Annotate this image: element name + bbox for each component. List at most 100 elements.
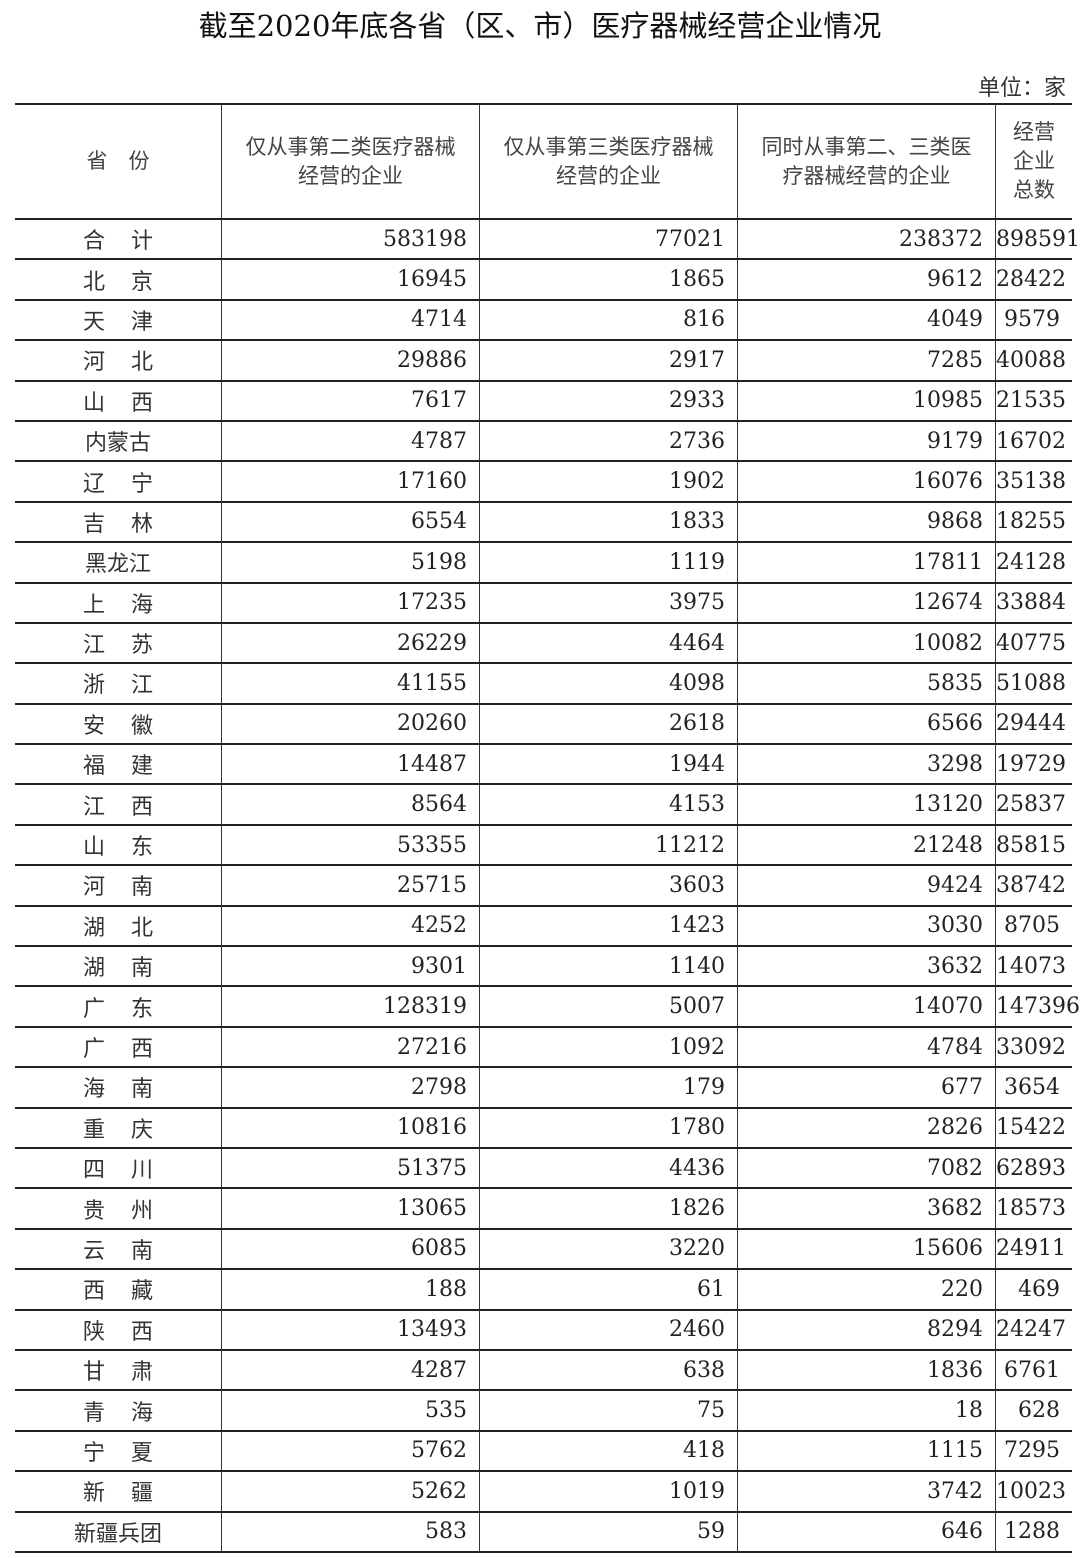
class2-only-cell: 13065 <box>221 1188 480 1229</box>
class3-only-cell: 1944 <box>479 744 738 785</box>
class3-only-cell: 4153 <box>479 784 738 825</box>
class2-only-cell: 26229 <box>221 622 480 664</box>
table-row: 内蒙古 4787 2736 9179 16702 <box>15 420 1072 462</box>
class2-only-cell: 20260 <box>221 703 480 745</box>
table-row: 西藏 188 61 220 469 <box>15 1269 1072 1310</box>
province-cell: 新疆 <box>15 1471 222 1512</box>
class2-and-3-cell: 220 <box>737 1269 996 1310</box>
province-cell: 辽宁 <box>15 461 222 502</box>
total-cell: 6761 <box>995 1349 1072 1391</box>
class2-and-3-cell: 3298 <box>737 744 996 785</box>
province-cell: 山西 <box>15 380 222 421</box>
class3-only-cell: 61 <box>479 1269 738 1310</box>
table-row: 江苏 26229 4464 10082 40775 <box>15 622 1072 664</box>
class2-only-cell: 5762 <box>221 1430 480 1472</box>
table-row: 四川 51375 4436 7082 62893 <box>15 1147 1072 1189</box>
class2-and-3-cell: 1115 <box>737 1430 996 1472</box>
class2-and-3-cell: 14070 <box>737 986 996 1027</box>
table-row: 湖南 9301 1140 3632 14073 <box>15 946 1072 987</box>
header-row: 省 份 仅从事第二类医疗器械经营的企业 仅从事第三类医疗器械经营的企业 同时从事… <box>15 104 1072 219</box>
table-row: 青海 535 75 18 628 <box>15 1390 1072 1431</box>
total-cell: 28422 <box>995 259 1072 300</box>
province-cell: 江苏 <box>15 622 222 664</box>
class3-only-cell: 816 <box>479 299 738 341</box>
table-row: 河南 25715 3603 9424 38742 <box>15 865 1072 906</box>
table-row: 合计 583198 77021 238372 898591 <box>15 219 1080 260</box>
class2-only-cell: 2798 <box>221 1067 480 1108</box>
total-cell: 18255 <box>995 501 1072 543</box>
class3-only-cell: 1826 <box>479 1188 738 1229</box>
table-row: 湖北 4252 1423 3030 8705 <box>15 905 1072 947</box>
table-row: 黑龙江 5198 1119 17811 24128 <box>15 542 1072 583</box>
class2-only-cell: 6085 <box>221 1228 480 1270</box>
class2-only-cell: 29886 <box>221 340 480 381</box>
class2-and-3-cell: 10985 <box>737 380 996 421</box>
class2-and-3-cell: 12674 <box>737 582 996 623</box>
total-cell: 40088 <box>995 340 1072 381</box>
class3-only-cell: 2736 <box>479 420 738 462</box>
class3-only-cell: 4098 <box>479 663 738 704</box>
class2-and-3-cell: 677 <box>737 1067 996 1108</box>
class2-and-3-cell: 1836 <box>737 1349 996 1391</box>
total-cell: 29444 <box>995 703 1072 745</box>
enterprise-table: 省 份 仅从事第二类医疗器械经营的企业 仅从事第三类医疗器械经营的企业 同时从事… <box>15 103 1080 1553</box>
class2-only-cell: 41155 <box>221 663 480 704</box>
header-class3-only: 仅从事第三类医疗器械经营的企业 <box>479 104 738 219</box>
total-cell: 15422 <box>995 1107 1072 1148</box>
province-cell: 新疆兵团 <box>15 1511 222 1552</box>
class2-and-3-cell: 6566 <box>737 703 996 745</box>
province-cell: 广东 <box>15 986 222 1027</box>
total-cell: 7295 <box>995 1430 1072 1472</box>
class3-only-cell: 1902 <box>479 461 738 502</box>
class3-only-cell: 1140 <box>479 946 738 987</box>
total-cell: 3654 <box>995 1067 1072 1108</box>
province-cell: 内蒙古 <box>15 420 222 462</box>
class2-only-cell: 53355 <box>221 824 480 866</box>
total-cell: 898591 <box>995 219 1080 260</box>
total-cell: 38742 <box>995 865 1072 906</box>
table-row: 吉林 6554 1833 9868 18255 <box>15 501 1072 543</box>
table-row: 天津 4714 816 4049 9579 <box>15 299 1072 341</box>
class3-only-cell: 4436 <box>479 1147 738 1189</box>
total-cell: 21535 <box>995 380 1072 421</box>
header-province: 省 份 <box>15 104 222 219</box>
class2-and-3-cell: 7285 <box>737 340 996 381</box>
class2-only-cell: 13493 <box>221 1309 480 1350</box>
class2-only-cell: 16945 <box>221 259 480 300</box>
class3-only-cell: 2618 <box>479 703 738 745</box>
class3-only-cell: 5007 <box>479 986 738 1027</box>
class2-only-cell: 188 <box>221 1269 480 1310</box>
class3-only-cell: 1780 <box>479 1107 738 1148</box>
province-cell: 江西 <box>15 784 222 825</box>
province-cell: 北京 <box>15 259 222 300</box>
class3-only-cell: 3975 <box>479 582 738 623</box>
province-cell: 湖南 <box>15 946 222 987</box>
class3-only-cell: 179 <box>479 1067 738 1108</box>
class2-and-3-cell: 10082 <box>737 622 996 664</box>
province-cell: 重庆 <box>15 1107 222 1148</box>
table-row: 安徽 20260 2618 6566 29444 <box>15 703 1072 745</box>
total-cell: 147396 <box>995 986 1080 1027</box>
total-cell: 19729 <box>995 744 1072 785</box>
total-cell: 24128 <box>995 542 1072 583</box>
province-cell: 西藏 <box>15 1269 222 1310</box>
class2-only-cell: 8564 <box>221 784 480 825</box>
table-row: 陕西 13493 2460 8294 24247 <box>15 1309 1072 1350</box>
class2-only-cell: 535 <box>221 1390 480 1431</box>
class2-and-3-cell: 9612 <box>737 259 996 300</box>
province-cell: 云南 <box>15 1228 222 1270</box>
class2-and-3-cell: 9424 <box>737 865 996 906</box>
class2-and-3-cell: 21248 <box>737 824 996 866</box>
total-cell: 51088 <box>995 663 1072 704</box>
class2-only-cell: 128319 <box>221 986 480 1027</box>
class2-and-3-cell: 5835 <box>737 663 996 704</box>
class3-only-cell: 638 <box>479 1349 738 1391</box>
table-row: 宁夏 5762 418 1115 7295 <box>15 1430 1072 1472</box>
class2-only-cell: 17160 <box>221 461 480 502</box>
province-cell: 上海 <box>15 582 222 623</box>
class3-only-cell: 3603 <box>479 865 738 906</box>
class2-only-cell: 4714 <box>221 299 480 341</box>
table-row: 重庆 10816 1780 2826 15422 <box>15 1107 1072 1148</box>
class3-only-cell: 1423 <box>479 905 738 947</box>
header-total: 经营企业总数 <box>995 104 1072 219</box>
